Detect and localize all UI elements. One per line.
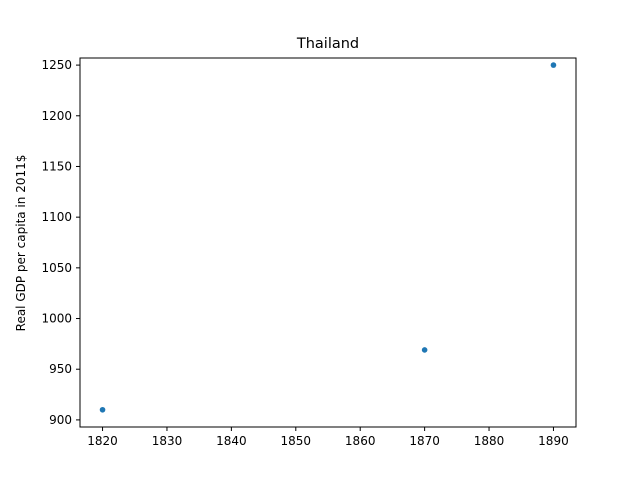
- x-tick-label: 1890: [538, 434, 569, 448]
- y-tick-label: 1100: [41, 210, 72, 224]
- x-tick-label: 1830: [152, 434, 183, 448]
- data-point: [550, 62, 557, 68]
- data-point: [421, 347, 428, 353]
- y-tick-label: 1250: [41, 58, 72, 72]
- x-tick-label: 1820: [87, 434, 118, 448]
- data-point: [99, 406, 106, 413]
- y-tick-label: 1150: [41, 159, 72, 173]
- y-tick-label: 1000: [41, 312, 72, 326]
- x-tick-label: 1880: [474, 434, 505, 448]
- plot-frame: [79, 57, 577, 428]
- y-tick-label: 1050: [41, 261, 72, 275]
- y-tick-label: 1200: [41, 109, 72, 123]
- y-axis-label: Real GDP per capita in 2011$: [14, 155, 28, 332]
- x-tick-label: 1850: [281, 434, 312, 448]
- chart-title: Thailand: [296, 36, 359, 52]
- y-tick-label: 900: [49, 413, 72, 427]
- y-tick-label: 950: [49, 362, 72, 376]
- x-tick-label: 1870: [409, 434, 440, 448]
- plot-area: 1820 1830 1840 1850 1860 1870 1880 1890 900 950 10…: [41, 58, 568, 448]
- x-tick-label: 1840: [216, 434, 247, 448]
- x-tick-label: 1860: [345, 434, 376, 448]
